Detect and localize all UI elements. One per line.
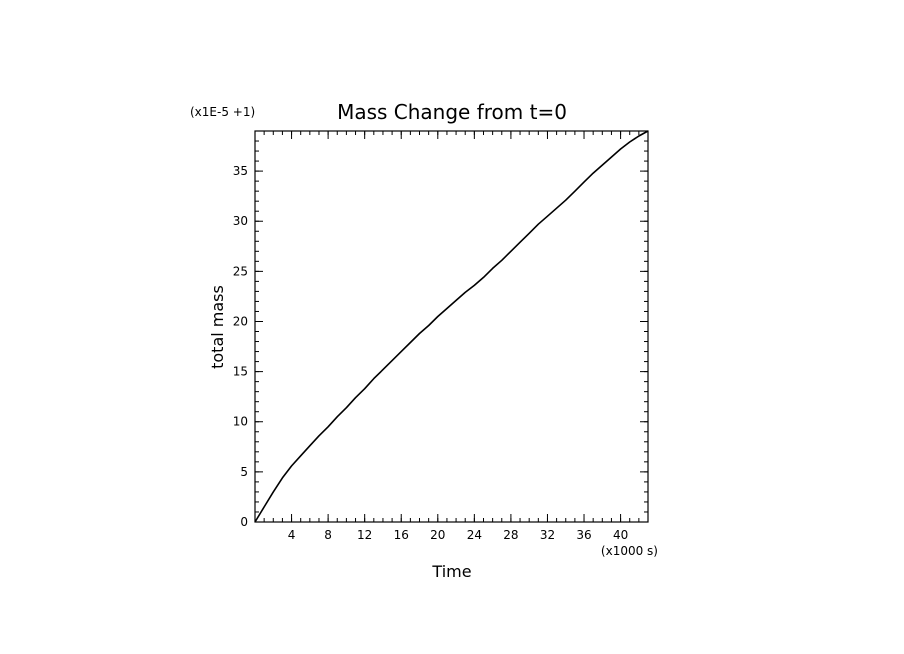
y-tick-labels: 0 5 10 15 20 25 30 35 [233, 164, 248, 529]
y-tick-label: 35 [233, 164, 248, 178]
x-axis-label: Time [431, 562, 471, 581]
y-tick-label: 25 [233, 264, 248, 278]
x-tick-label: 8 [324, 528, 332, 542]
plot-frame [254, 130, 649, 523]
x-scale-note: (x1000 s) [601, 544, 658, 558]
chart-title: Mass Change from t=0 [337, 100, 567, 124]
y-tick-label: 30 [233, 214, 248, 228]
x-tick-label: 28 [503, 528, 518, 542]
x-tick-label: 20 [430, 528, 445, 542]
y-axis-label: total mass [208, 285, 227, 369]
x-tick-label: 16 [394, 528, 409, 542]
minor-ticks [254, 130, 649, 523]
y-tick-label: 5 [240, 465, 248, 479]
major-ticks [255, 131, 648, 523]
y-tick-label: 15 [233, 365, 248, 379]
y-tick-label: 10 [233, 415, 248, 429]
series-line [254, 130, 649, 523]
y-scale-note: (x1E-5 +1) [190, 105, 255, 119]
y-tick-label: 20 [233, 314, 248, 328]
x-tick-label: 4 [288, 528, 296, 542]
series-layer [254, 130, 649, 523]
y-tick-label: 0 [240, 515, 248, 529]
x-tick-labels: 4 8 12 16 20 24 28 32 36 40 [288, 528, 628, 542]
x-tick-label: 12 [357, 528, 372, 542]
x-tick-label: 36 [576, 528, 591, 542]
x-tick-label: 24 [467, 528, 482, 542]
x-tick-label: 32 [540, 528, 555, 542]
x-tick-label: 40 [613, 528, 628, 542]
